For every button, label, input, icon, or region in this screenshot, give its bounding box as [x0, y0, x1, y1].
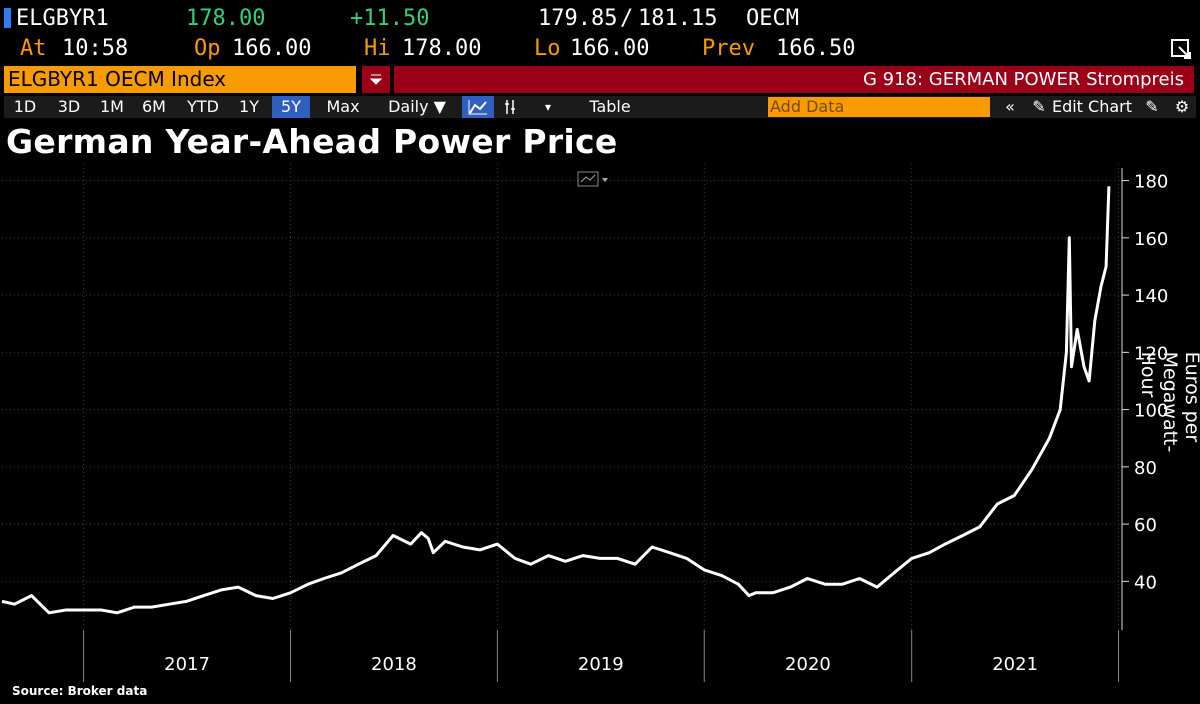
chart-title: German Year-Ahead Power Price	[6, 122, 618, 161]
chart-type-dropdown-icon[interactable]: ▾	[544, 100, 552, 114]
pricing-source: OECM	[746, 6, 799, 31]
high-label: Hi	[364, 36, 391, 61]
line-chart-icon[interactable]	[462, 96, 494, 118]
series-line-0	[1, 186, 1111, 615]
net-change: +11.50	[350, 6, 430, 31]
y-tick-label: 80	[1134, 458, 1157, 479]
y-tick-label: 160	[1134, 229, 1168, 250]
y-tick-label: 180	[1134, 172, 1168, 193]
collapse-icon[interactable]: «	[1005, 97, 1015, 116]
expand-window-icon[interactable]	[1170, 38, 1194, 62]
x-tick-label: 2021	[992, 654, 1038, 675]
y-tick-label: 40	[1134, 572, 1157, 593]
prev-label: Prev	[702, 36, 755, 61]
x-tick-label: 2017	[164, 654, 210, 675]
prev-value: 166.50	[776, 36, 856, 61]
time-value: 10:58	[62, 36, 129, 61]
chart-settings-icon[interactable]	[577, 171, 608, 187]
frequency-dropdown[interactable]: Daily ▼	[388, 97, 446, 116]
security-marker	[4, 8, 11, 28]
time-label: At	[20, 36, 47, 61]
y-axis-label: Euros per Megawatt-Hour	[1137, 351, 1200, 453]
ticker: ELGBYR1	[16, 6, 109, 31]
security-field[interactable]: ELGBYR1 OECM Index	[4, 66, 356, 93]
range-button-1m[interactable]: 1M	[100, 97, 124, 116]
y-tick-label: 100	[1134, 401, 1168, 422]
bid-price: 179.85	[538, 6, 618, 31]
ask-price: 181.15	[638, 6, 718, 31]
bid-ask-separator: /	[620, 6, 634, 31]
last-price: 178.00	[186, 6, 266, 31]
annotate-icon[interactable]: ✎	[1145, 97, 1159, 116]
low-value: 166.00	[570, 36, 650, 61]
high-value: 178.00	[402, 36, 482, 61]
range-button-1d[interactable]: 1D	[13, 97, 37, 116]
low-label: Lo	[534, 36, 561, 61]
filter-dropdown-icon[interactable]	[362, 66, 390, 93]
line-chart: 40 60 80 100 120 140 160 180 2017 2018 2019 2020 20…	[1, 164, 1168, 682]
range-button-3d[interactable]: 3D	[57, 97, 81, 116]
x-tick-label: 2019	[578, 654, 624, 675]
range-button-ytd[interactable]: YTD	[187, 97, 219, 116]
range-button-5y[interactable]: 5Y	[272, 96, 310, 118]
y-tick-label: 60	[1134, 515, 1157, 536]
y-tick-label: 140	[1134, 286, 1168, 307]
range-button-max[interactable]: Max	[326, 97, 360, 116]
range-button-6m[interactable]: 6M	[142, 97, 166, 116]
open-label: Op	[194, 36, 221, 61]
range-button-1y[interactable]: 1Y	[239, 97, 259, 116]
pencil-icon: ✎	[1032, 97, 1046, 116]
add-data-input[interactable]: Add Data	[768, 97, 990, 117]
source-note: Source: Broker data	[12, 684, 148, 698]
x-tick-label: 2018	[371, 654, 417, 675]
candlestick-icon[interactable]	[496, 96, 524, 118]
page-title-bar: G 918: GERMAN POWER Strompreis	[394, 66, 1194, 93]
y-tick-label: 120	[1134, 343, 1168, 364]
x-tick-label: 2020	[785, 654, 831, 675]
open-value: 166.00	[232, 36, 312, 61]
gear-icon[interactable]: ⚙	[1174, 97, 1190, 116]
table-button[interactable]: Table	[589, 97, 631, 116]
edit-chart-button[interactable]: Edit Chart	[1051, 97, 1133, 116]
